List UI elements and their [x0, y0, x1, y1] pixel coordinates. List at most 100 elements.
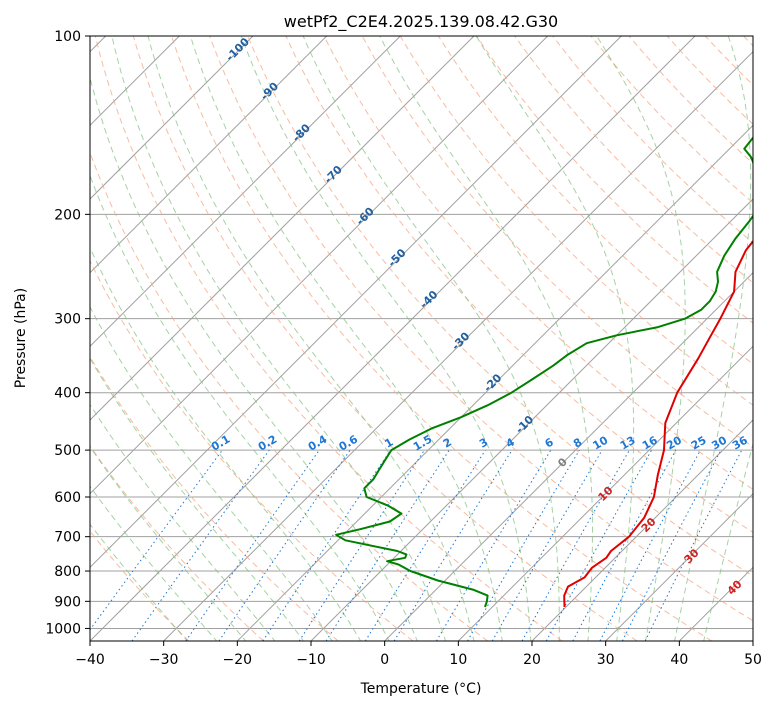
mixing-ratio-line [435, 449, 552, 641]
moist-adiabat-line [240, 36, 532, 641]
isotherm-label: -60 [354, 204, 377, 227]
mixing-ratio-line [298, 449, 425, 641]
chart-title: wetPf2_C2E4.2025.139.08.42.G30 [284, 12, 558, 32]
dry-adiabat-line [323, 36, 753, 490]
dry-adiabat-line [399, 36, 753, 406]
moist-adiabat-line [90, 445, 247, 641]
isotherm-line [531, 419, 753, 641]
isotherm-line [90, 36, 401, 348]
isotherm-line [752, 640, 753, 641]
dry-adiabat-line [628, 36, 753, 165]
isotherm-line [90, 36, 328, 274]
moist-adiabat-label: 30 [682, 546, 702, 566]
isotherm-line [236, 124, 753, 641]
moist-adiabat-line [90, 485, 218, 641]
x-axis: −40 −30 −20 −10 0 10 20 30 40 50 [75, 641, 762, 668]
moist-adiabat-line [302, 36, 560, 641]
moist-adiabat-line [147, 36, 475, 641]
moist-adiabat-line [111, 36, 447, 641]
moist-adiabat-label: 40 [725, 577, 745, 597]
x-tick-label: 40 [670, 652, 688, 668]
moist-adiabat-line [475, 36, 635, 641]
dry-adiabat-line [90, 151, 488, 641]
dry-adiabat-line [94, 36, 563, 641]
moist-adiabat-line [90, 357, 305, 641]
plot-frame [89, 35, 754, 642]
dry-adiabat-line [361, 36, 753, 448]
isotherm-label: -50 [385, 246, 408, 269]
x-tick-label: −10 [296, 652, 326, 668]
x-tick-label: 10 [449, 652, 467, 668]
isotherm-label: -100 [223, 35, 252, 64]
mixing-ratio-line [644, 449, 743, 641]
dry-adiabat-line [132, 36, 638, 641]
series-lines [335, 136, 753, 608]
moist-adiabat-line [90, 75, 418, 641]
x-tick-label: 50 [744, 652, 762, 668]
mixing-ratio-label: 4 [504, 435, 517, 450]
dry-adiabat-line [704, 36, 753, 86]
mixing-ratio-line [545, 449, 653, 641]
y-tick-label: 900 [54, 594, 81, 610]
moist-adiabat-line [90, 246, 362, 641]
isotherm-line [90, 36, 549, 495]
y-tick-label: 600 [54, 490, 81, 506]
y-tick-label: 500 [54, 443, 81, 459]
moist-adiabat-line [189, 36, 503, 641]
dry-adiabat-line [590, 36, 753, 204]
isotherm-line [605, 492, 753, 641]
dry-adiabat-line [552, 36, 753, 244]
isotherm-label: -20 [481, 371, 504, 394]
mixing-ratio-line [364, 449, 486, 641]
y-tick-label: 800 [54, 564, 81, 580]
isotherm-line [310, 198, 753, 641]
moist-adiabat-line [90, 174, 390, 641]
moist-adiabat-line [703, 441, 753, 641]
dry-adiabat-line [247, 36, 753, 577]
mixing-ratio-label: 3 [477, 436, 490, 451]
isotherm-line [384, 271, 753, 641]
isotherm-line [457, 345, 753, 641]
moist-adiabat-line [90, 305, 333, 641]
dry-adiabat-line [666, 36, 753, 125]
x-tick-label: 0 [380, 652, 389, 668]
x-tick-label: 30 [597, 652, 615, 668]
mixing-ratio-line [218, 449, 351, 641]
dry-adiabat-line [90, 259, 414, 641]
y-axis-label: Pressure (hPa) [13, 288, 29, 388]
mixing-ratio-label: 2 [441, 436, 454, 451]
isotherm-label: -10 [513, 413, 536, 436]
isotherm-line [90, 36, 475, 421]
y-tick-label: 100 [54, 29, 81, 45]
x-tick-label: 20 [523, 652, 541, 668]
dry-adiabat-line [209, 36, 753, 622]
dry-adiabat-line [476, 36, 753, 324]
mixing-ratio-line [90, 449, 223, 631]
x-tick-label: −30 [149, 652, 179, 668]
dry-adiabat-line [514, 36, 753, 284]
mixing-ratio-line [393, 449, 513, 641]
mixing-ratio-line [572, 449, 677, 641]
isotherm-label: -40 [417, 288, 440, 311]
isotherm-label: -70 [322, 163, 345, 186]
isotherm-label: -30 [449, 329, 472, 352]
mixing-ratio-line [491, 449, 603, 641]
isotherm-label: -80 [290, 121, 313, 144]
dry-adiabat-line [90, 445, 264, 641]
moist-adiabat-line [90, 403, 276, 641]
temperature-profile-line [563, 239, 753, 608]
y-tick-label: 400 [54, 386, 81, 402]
mixing-ratio-line [467, 449, 580, 641]
y-tick-label: 1000 [45, 621, 81, 637]
y-tick-label: 200 [54, 207, 81, 223]
y-tick-label: 300 [54, 312, 81, 328]
isotherm-label: -90 [258, 79, 281, 102]
mixing-ratio-line [521, 449, 630, 641]
dewpoint-profile-line [335, 136, 753, 608]
mixing-ratio-line [131, 449, 270, 641]
isotherm-line [90, 36, 254, 200]
isotherm-line [90, 36, 622, 569]
moist-adiabat-line [674, 36, 752, 641]
isotherm-line [163, 50, 753, 641]
